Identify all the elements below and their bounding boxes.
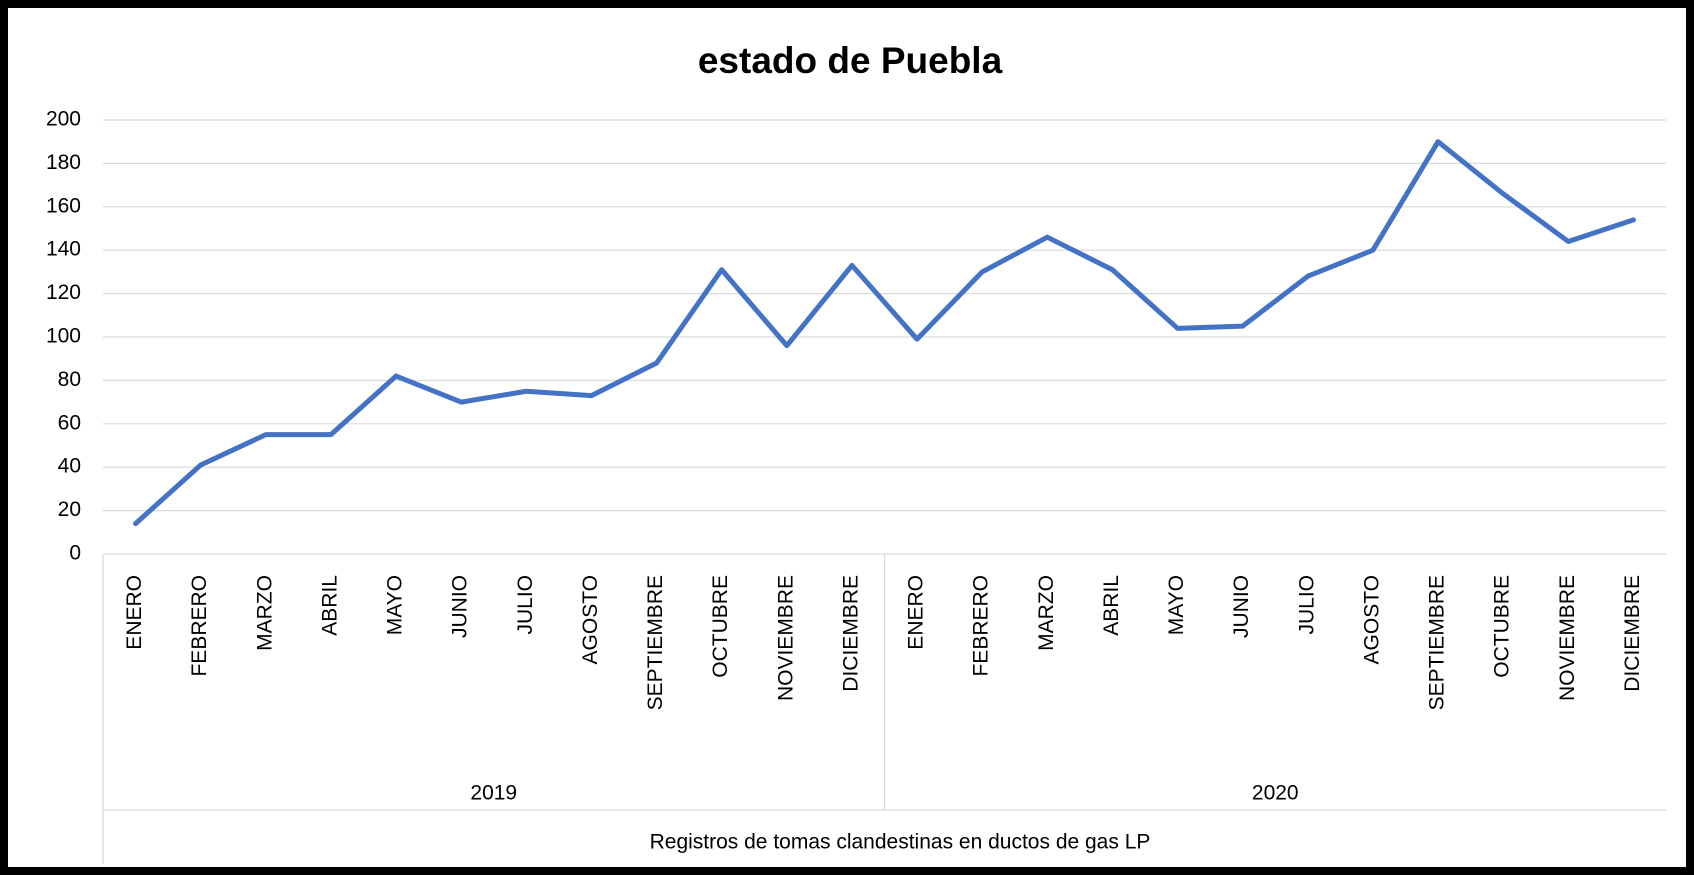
y-tick-label: 120	[46, 281, 81, 304]
x-tick-label: JULIO	[514, 575, 537, 635]
x-tick-label: MARZO	[253, 575, 276, 651]
y-tick-label: 20	[58, 498, 81, 521]
x-tick-label: FEBRERO	[970, 575, 993, 677]
group-label: 2020	[1252, 782, 1299, 805]
x-tick-label: DICIEMBRE	[839, 575, 862, 692]
group-label: 2019	[470, 782, 517, 805]
x-tick-label: JUNIO	[449, 575, 472, 638]
y-tick-label: 40	[58, 455, 81, 478]
y-tick-label: 180	[46, 151, 81, 174]
x-tick-label: OCTUBRE	[1491, 575, 1514, 678]
x-tick-label: AGOSTO	[579, 575, 602, 664]
y-tick-label: 200	[46, 108, 81, 131]
x-tick-label: AGOSTO	[1360, 575, 1383, 664]
x-tick-label: ENERO	[123, 575, 146, 650]
x-tick-label: ENERO	[905, 575, 928, 650]
y-tick-label: 160	[46, 194, 81, 217]
y-tick-label: 0	[69, 542, 81, 565]
x-tick-label: JULIO	[1295, 575, 1318, 635]
data-line	[133, 139, 1636, 527]
chart-title: estado de Puebla	[698, 40, 1003, 81]
x-tick-label: MARZO	[1035, 575, 1058, 651]
y-tick-label: 80	[58, 368, 81, 391]
x-tick-label: NOVIEMBRE	[1556, 575, 1579, 701]
x-tick-label: DICIEMBRE	[1621, 575, 1644, 692]
x-tick-label: MAYO	[1165, 575, 1188, 635]
y-tick-label: 140	[46, 238, 81, 261]
x-tick-label: OCTUBRE	[709, 575, 732, 678]
x-tick-label: ABRIL	[1100, 575, 1123, 636]
x-tick-label: FEBRERO	[188, 575, 211, 677]
x-tick-label: MAYO	[384, 575, 407, 635]
x-tick-label: ABRIL	[318, 575, 341, 636]
x-axis-title: Registros de tomas clandestinas en ducto…	[650, 831, 1151, 854]
y-tick-label: 60	[58, 411, 81, 434]
y-tick-label: 100	[46, 325, 81, 348]
x-tick-label: JUNIO	[1230, 575, 1253, 638]
x-tick-label: SEPTIEMBRE	[1426, 575, 1449, 710]
x-tick-label: SEPTIEMBRE	[644, 575, 667, 710]
x-tick-label: NOVIEMBRE	[774, 575, 797, 701]
